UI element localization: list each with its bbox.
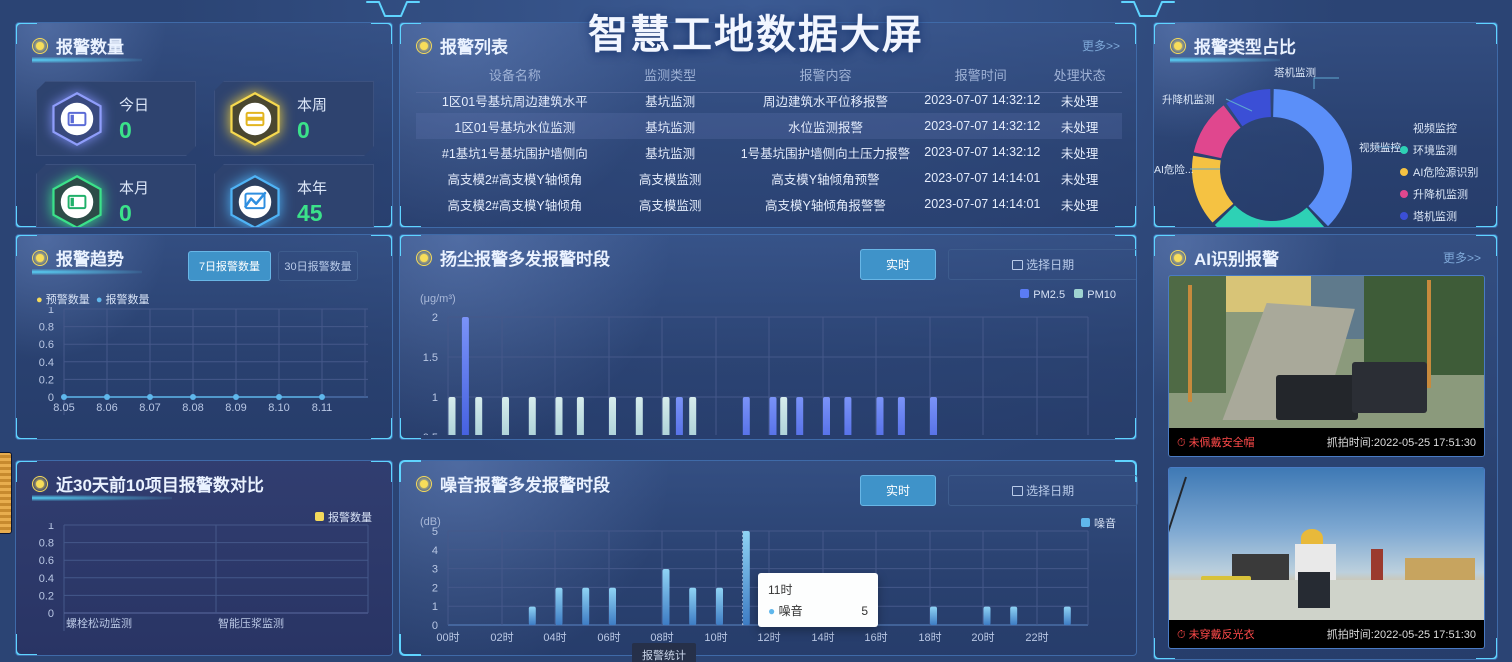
svg-text:1: 1 bbox=[48, 523, 54, 532]
svg-text:1: 1 bbox=[432, 392, 438, 404]
svg-text:22时: 22时 bbox=[1025, 631, 1048, 644]
svg-text:02时: 02时 bbox=[490, 631, 513, 644]
svg-text:0.6: 0.6 bbox=[39, 339, 54, 351]
svg-text:16时: 16时 bbox=[864, 631, 887, 644]
svg-text:0.5: 0.5 bbox=[423, 432, 438, 435]
svg-text:0: 0 bbox=[432, 620, 438, 632]
svg-text:18时: 18时 bbox=[918, 631, 941, 644]
svg-text:20时: 20时 bbox=[971, 631, 994, 644]
svg-text:0.4: 0.4 bbox=[39, 357, 54, 369]
svg-text:8.05: 8.05 bbox=[53, 402, 74, 414]
svg-text:1: 1 bbox=[432, 601, 438, 613]
svg-text:8.10: 8.10 bbox=[268, 402, 289, 414]
svg-text:04时: 04时 bbox=[543, 631, 566, 644]
svg-text:0.6: 0.6 bbox=[39, 555, 54, 567]
svg-text:06时: 06时 bbox=[597, 631, 620, 644]
svg-text:智能压浆监测: 智能压浆监测 bbox=[218, 616, 284, 630]
svg-text:1.5: 1.5 bbox=[423, 352, 438, 364]
svg-text:0.2: 0.2 bbox=[39, 590, 54, 602]
svg-text:14时: 14时 bbox=[811, 631, 834, 644]
svg-text:00时: 00时 bbox=[436, 631, 459, 644]
svg-text:2: 2 bbox=[432, 312, 438, 324]
svg-text:8.09: 8.09 bbox=[225, 402, 246, 414]
svg-text:1: 1 bbox=[48, 307, 54, 316]
svg-text:8.08: 8.08 bbox=[182, 402, 203, 414]
svg-text:0.8: 0.8 bbox=[39, 322, 54, 334]
svg-text:10时: 10时 bbox=[704, 631, 727, 644]
svg-text:12时: 12时 bbox=[757, 631, 780, 644]
svg-text:4: 4 bbox=[432, 545, 438, 557]
svg-text:0.4: 0.4 bbox=[39, 573, 54, 585]
svg-text:8.11: 8.11 bbox=[312, 402, 333, 414]
svg-text:0.8: 0.8 bbox=[39, 538, 54, 550]
svg-text:螺栓松动监测: 螺栓松动监测 bbox=[66, 616, 132, 630]
svg-text:0.2: 0.2 bbox=[39, 374, 54, 386]
svg-text:2: 2 bbox=[432, 582, 438, 594]
svg-text:8.06: 8.06 bbox=[96, 402, 117, 414]
svg-text:0: 0 bbox=[48, 608, 54, 620]
svg-text:3: 3 bbox=[432, 564, 438, 576]
svg-text:8.07: 8.07 bbox=[139, 402, 160, 414]
svg-text:5: 5 bbox=[432, 526, 438, 538]
